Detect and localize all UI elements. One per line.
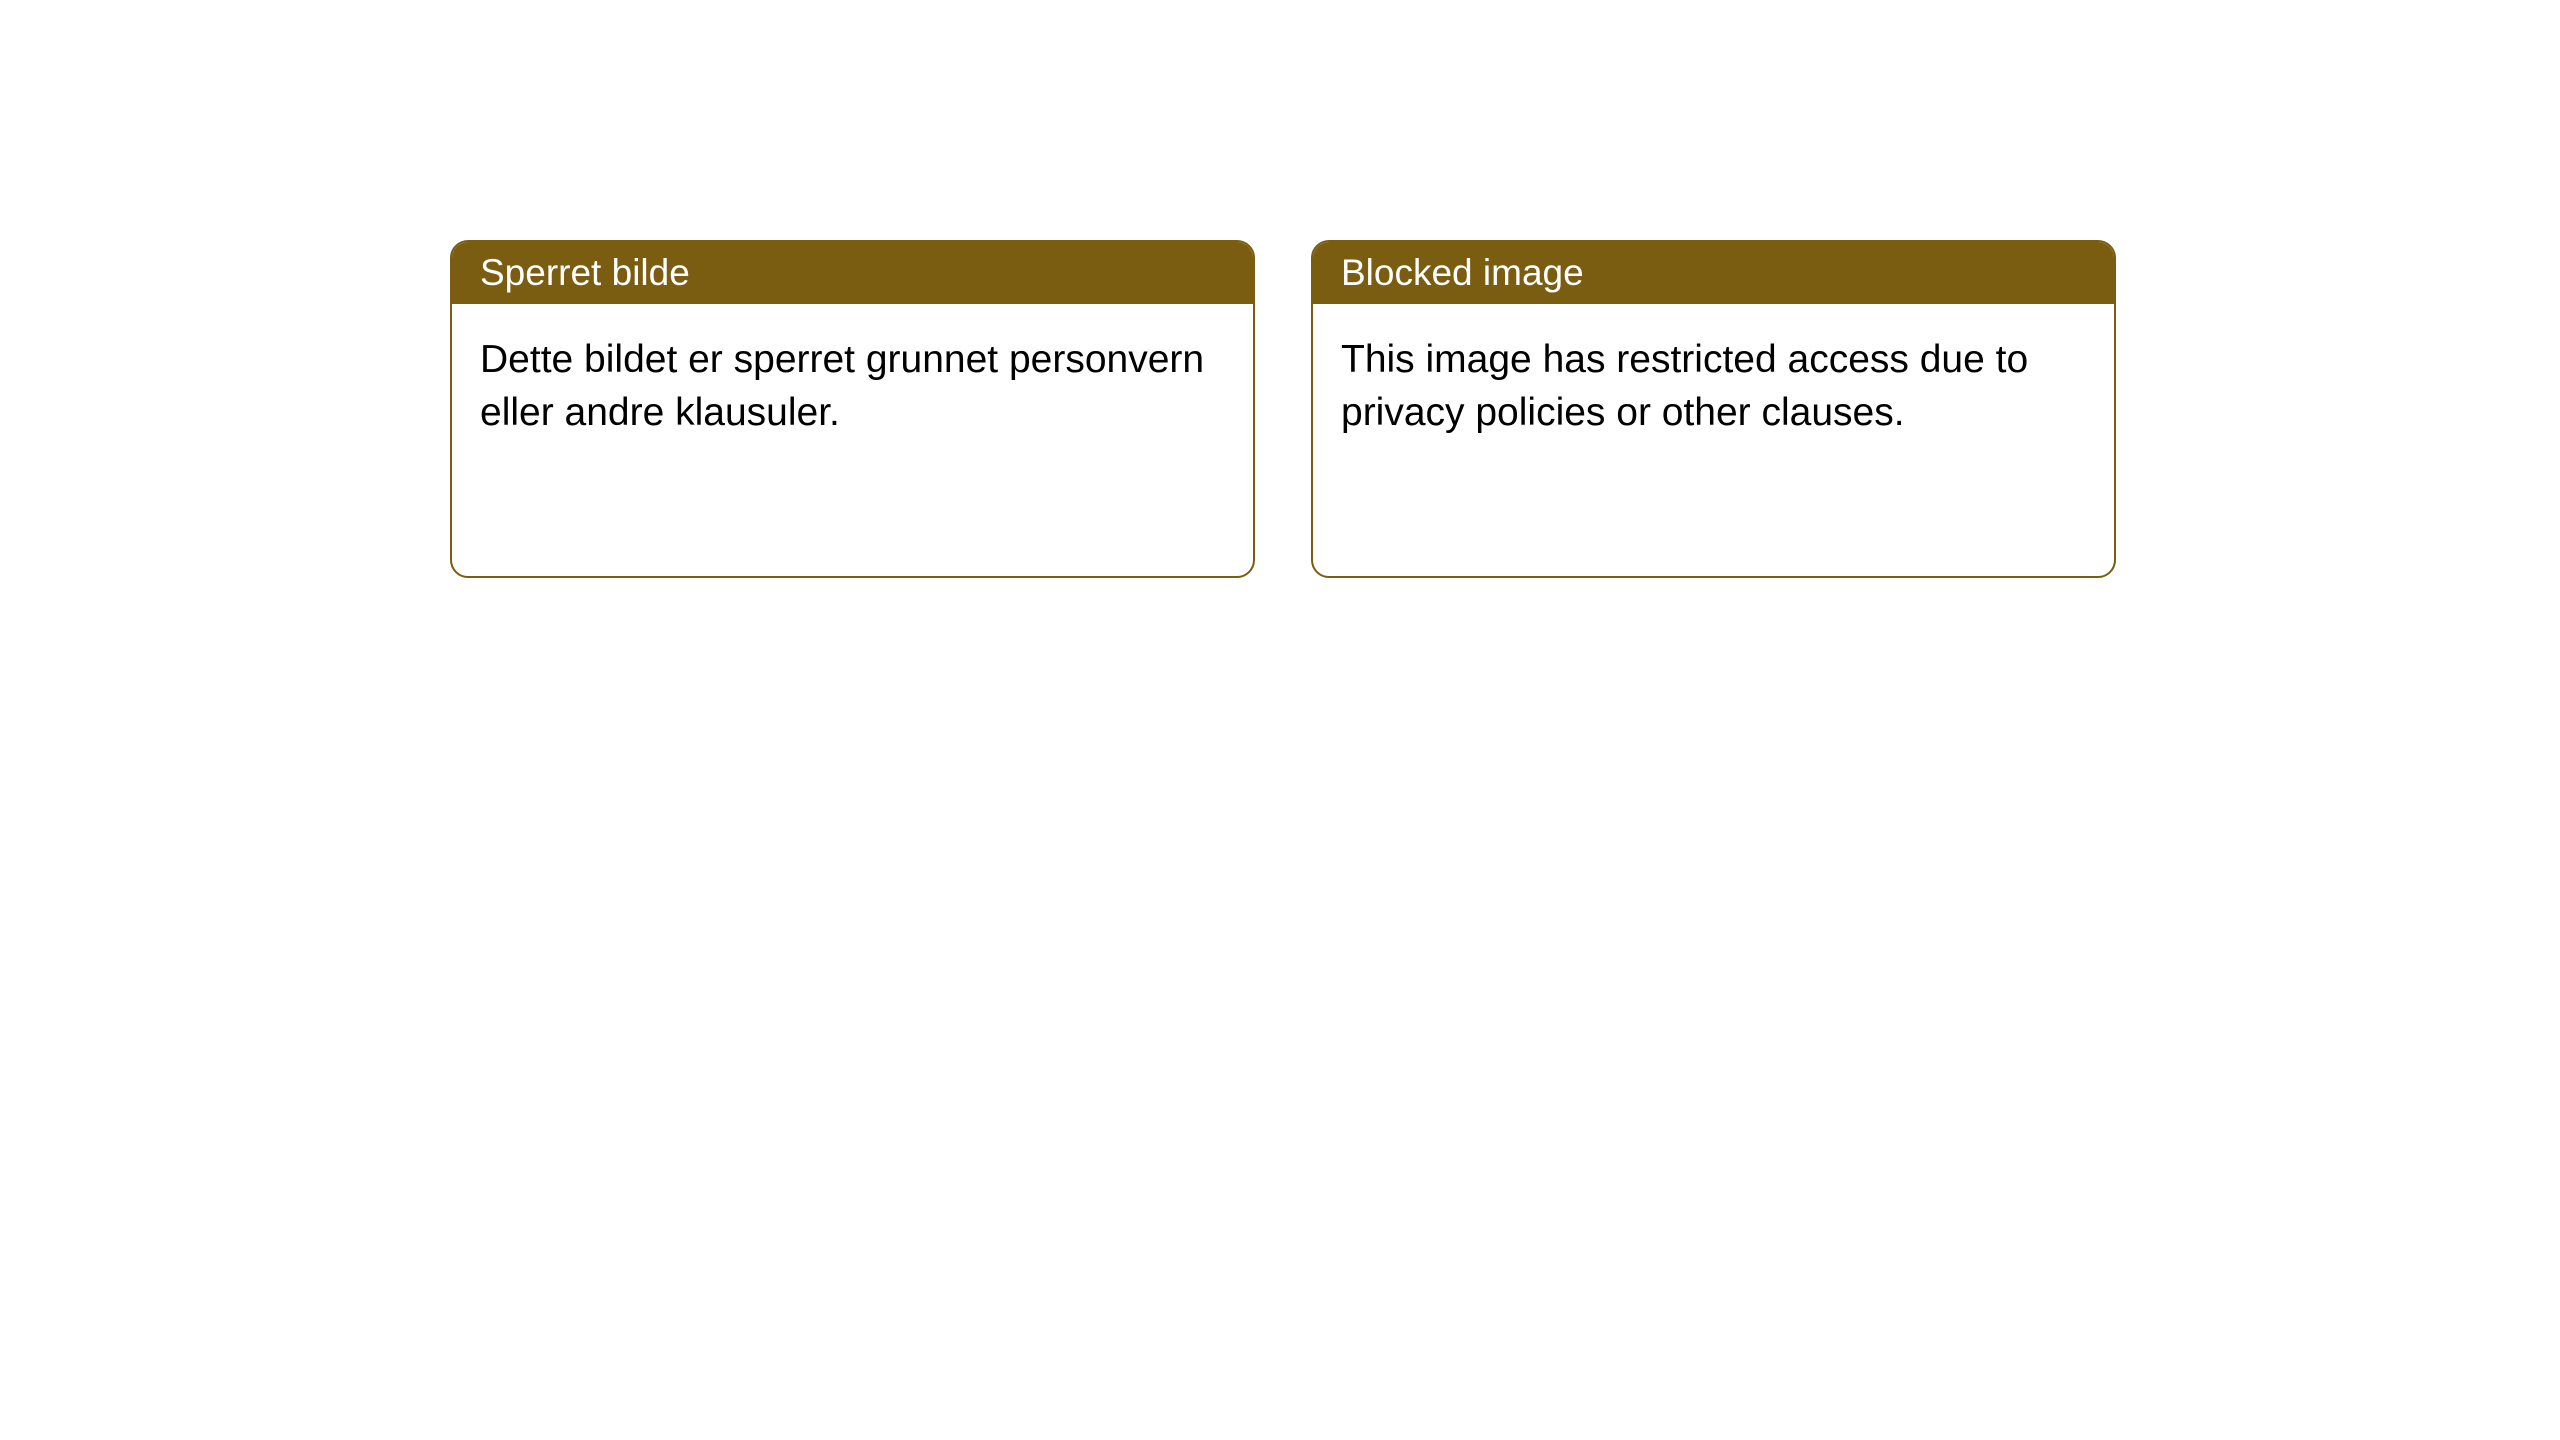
notice-box-norwegian: Sperret bilde Dette bildet er sperret gr… [450, 240, 1255, 578]
notice-header: Sperret bilde [452, 242, 1253, 304]
notice-header: Blocked image [1313, 242, 2114, 304]
notice-container: Sperret bilde Dette bildet er sperret gr… [0, 0, 2560, 578]
notice-box-english: Blocked image This image has restricted … [1311, 240, 2116, 578]
notice-body: Dette bildet er sperret grunnet personve… [452, 304, 1253, 469]
notice-body: This image has restricted access due to … [1313, 304, 2114, 469]
